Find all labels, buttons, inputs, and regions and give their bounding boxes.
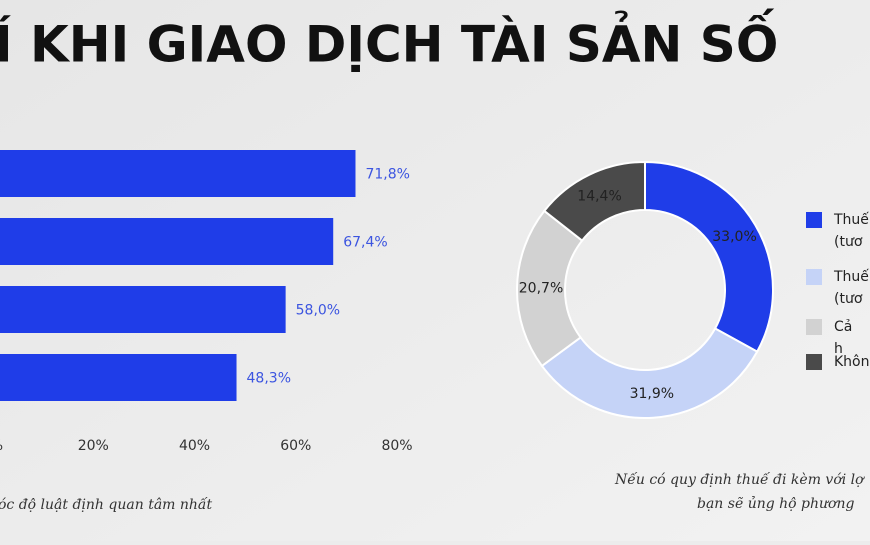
bar <box>0 150 356 197</box>
bar <box>0 354 237 401</box>
legend-label: Khôn <box>834 354 870 370</box>
legend-swatch <box>806 212 822 228</box>
x-tick-label: 80% <box>381 438 412 454</box>
caption: óc độ luật định quan tâm nhất <box>0 496 213 513</box>
x-tick-label: 60% <box>280 438 311 454</box>
caption: bạn sẽ ủng hộ phương <box>697 495 854 512</box>
value-label: 58,0% <box>296 303 340 319</box>
slice-label: 14,4% <box>577 188 621 204</box>
legend-label: Cả h <box>834 319 852 357</box>
slice-label: 33,0% <box>712 229 756 245</box>
page-title: Í KHI GIAO DỊCH TÀI SẢN SỐ <box>0 9 778 74</box>
legend-label: Thuế (tươ <box>833 268 869 307</box>
legend-swatch <box>806 269 822 285</box>
value-label: 67,4% <box>343 235 387 251</box>
bar <box>0 218 334 265</box>
value-label: 48,3% <box>247 371 291 387</box>
value-label: 71,8% <box>365 167 409 183</box>
caption: Nếu có quy định thuế đi kèm với lợ <box>614 471 865 488</box>
slice-label: 20,7% <box>519 280 563 296</box>
slice-label: 31,9% <box>630 386 674 402</box>
legend-swatch <box>806 354 822 370</box>
x-tick-label: 40% <box>179 438 210 454</box>
legend-swatch <box>806 319 822 335</box>
legend-label: Thuế (tươ <box>833 211 869 250</box>
x-tick-label: 20% <box>78 438 109 454</box>
bar <box>0 286 286 333</box>
x-tick-label: 0% <box>0 438 3 454</box>
donut-slice <box>542 160 646 242</box>
donut-slice <box>644 160 774 354</box>
donut-slice <box>540 327 759 419</box>
